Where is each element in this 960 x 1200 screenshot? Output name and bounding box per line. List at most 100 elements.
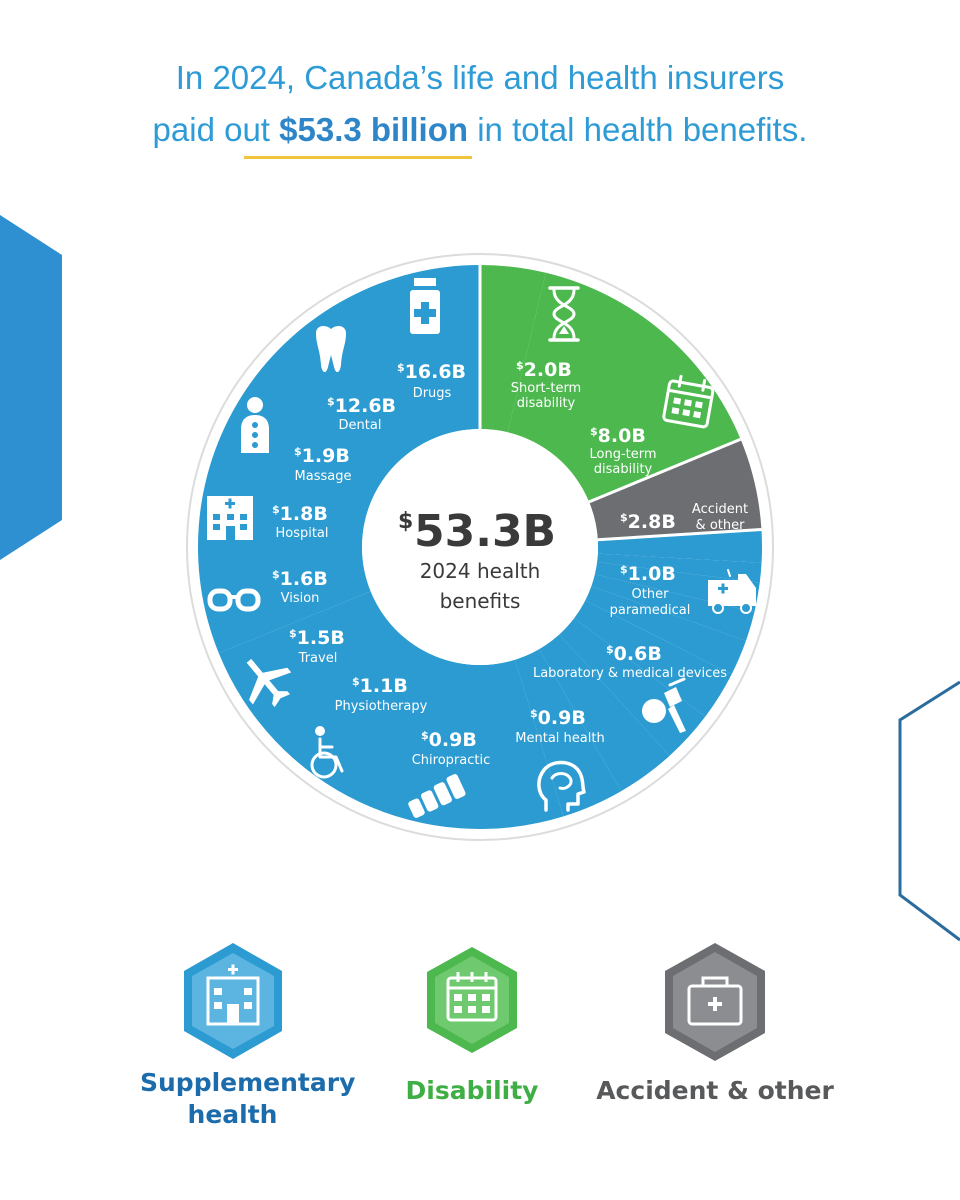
currency-sign: $ (397, 361, 405, 374)
hourglass-icon (548, 286, 580, 342)
svg-text:$2.0B: $2.0B (516, 359, 572, 381)
calendar-icon (427, 947, 517, 1053)
currency-sign: $ (421, 729, 429, 742)
slice-value-long-term-disability: 8.0B (598, 425, 646, 447)
pill-bottle-icon (410, 278, 440, 334)
massage-icon (241, 397, 269, 453)
slice-name-long-term-2: disability (594, 462, 653, 477)
slice-label-chiropractic: $0.9B Chiropractic (412, 729, 491, 768)
legend-label-supplementary-line-2: health (187, 1100, 278, 1129)
slice-label-short-term-disability: $2.0B Short-term disability (511, 359, 581, 411)
slice-hos (539, 634, 670, 792)
slice-name-physiotherapy: Physiotherapy (335, 699, 428, 714)
legend-label-disability-line-1: Disability (405, 1076, 539, 1105)
currency-sign: $ (606, 643, 614, 656)
slice-value-massage: 1.9B (302, 445, 350, 467)
currency-sign: $ (272, 503, 280, 516)
group-dividers (478, 265, 762, 542)
slice-value-drugs: 16.6B (405, 361, 466, 383)
donut-center-total: $ 53.3B 2024 health benefits (398, 506, 556, 613)
slice-label-drugs: $16.6B Drugs (397, 361, 466, 401)
slice-label-physiotherapy: $1.1B Physiotherapy (335, 675, 428, 714)
slice-name-hospital: Hospital (275, 526, 328, 541)
slice-name-laboratory: Laboratory & medical devices (533, 666, 727, 681)
airplane-icon (246, 658, 292, 708)
slice-name-chiropractic: Chiropractic (412, 753, 491, 768)
slice-chi (591, 574, 755, 641)
slice-vis (559, 617, 706, 756)
spine-icon (408, 774, 466, 818)
svg-text:$16.6B: $16.6B (397, 361, 466, 383)
slice-name-accident-1: Accident (692, 502, 748, 517)
slice-tra (574, 600, 732, 717)
slice-value-physiotherapy: 1.1B (360, 675, 408, 697)
center-total-value: 53.3B (414, 506, 556, 557)
slice-label-long-term-disability: $8.0B Long-term disability (589, 425, 656, 477)
svg-text:$8.0B: $8.0B (590, 425, 646, 447)
currency-sign: $ (327, 395, 335, 408)
brain-icon (537, 760, 586, 812)
legend-label-accident: Accident & other (585, 1075, 845, 1107)
headline-post: in total health benefits. (468, 111, 808, 148)
svg-text:$1.9B: $1.9B (294, 445, 350, 467)
slice-name-vision: Vision (281, 591, 320, 606)
group-divider (597, 528, 762, 542)
slice-label-hospital: $1.8B Hospital (272, 503, 329, 541)
slice-name-short-term-2: disability (517, 396, 576, 411)
currency-sign: $ (516, 359, 524, 372)
legend-label-disability: Disability (392, 1075, 552, 1107)
slice-value-laboratory: 0.6B (614, 643, 662, 665)
slice-value-other-paramedical: 1.0B (628, 563, 676, 585)
slice-mas (514, 649, 622, 817)
first-aid-kit-icon (665, 943, 765, 1061)
slice-drg (197, 265, 480, 654)
legend-item-disability: Disability (392, 940, 552, 1107)
slice-name-mental-health: Mental health (515, 731, 604, 746)
slice-value-short-term-disability: 2.0B (524, 359, 572, 381)
ambulance-icon (708, 569, 756, 614)
slice-name-long-term-1: Long-term (589, 447, 656, 462)
slice-value-mental-health: 0.9B (538, 707, 586, 729)
currency-sign: $ (530, 707, 538, 720)
currency-sign: $ (352, 675, 360, 688)
svg-text:$0.6B: $0.6B (606, 643, 662, 665)
svg-text:$12.6B: $12.6B (327, 395, 396, 417)
svg-text:$2.8B: $2.8B (620, 511, 676, 533)
slice-label-laboratory: $0.6B Laboratory & medical devices (533, 643, 727, 681)
center-total-line-2: benefits (440, 589, 521, 613)
legend-label-accident-line-1: Accident & other (596, 1076, 834, 1105)
slice-name-other-paramedical-1: Other (632, 587, 670, 602)
slice-value-travel: 1.5B (297, 627, 345, 649)
hospital-icon (207, 496, 253, 540)
svg-text:$1.1B: $1.1B (352, 675, 408, 697)
slice-value-chiropractic: 0.9B (429, 729, 477, 751)
slice-label-mental-health: $0.9B Mental health (515, 707, 604, 746)
slice-name-travel: Travel (298, 651, 338, 666)
headline-underline (244, 156, 472, 159)
slice-value-vision: 1.6B (280, 568, 328, 590)
slice-label-other-paramedical: $1.0B Other paramedical (610, 563, 691, 618)
headline-amount: $53.3 billion (279, 111, 469, 148)
slice-den (218, 591, 564, 829)
slice-name-accident-2: & other (696, 518, 746, 533)
slice-label-dental: $12.6B Dental (327, 395, 396, 433)
slice-std (480, 265, 546, 433)
slice-name-dental: Dental (339, 418, 382, 433)
legend-item-supplementary-health: Supplementary health (140, 940, 355, 1131)
benefits-donut-chart: $ 53.3B 2024 health benefits (186, 253, 774, 841)
center-total-currency: $ (398, 509, 413, 534)
legend-label-supplementary: Supplementary health (140, 1067, 355, 1131)
slice-label-travel: $1.5B Travel (289, 627, 345, 666)
svg-text:$1.8B: $1.8B (272, 503, 328, 525)
wheelchair-icon (310, 726, 344, 779)
slice-lab (597, 553, 762, 583)
decorative-hexagon-left (0, 215, 62, 560)
svg-text:$0.9B: $0.9B (421, 729, 477, 751)
slice-value-hospital: 1.8B (280, 503, 328, 525)
headline: In 2024, Canada’s life and health insure… (0, 52, 960, 156)
slice-label-massage: $1.9B Massage (294, 445, 351, 484)
currency-sign: $ (294, 445, 302, 458)
slice-phy (585, 586, 746, 675)
tooth-icon (316, 325, 346, 373)
headline-line-1: In 2024, Canada’s life and health insure… (175, 59, 785, 96)
